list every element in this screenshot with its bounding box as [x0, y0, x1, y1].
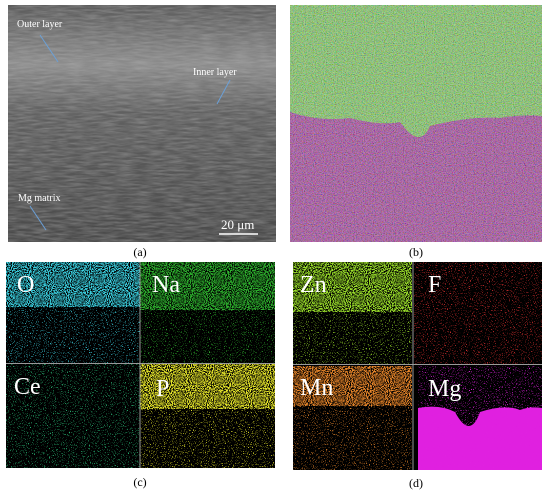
overlay-map — [290, 5, 542, 242]
panel-label: (b) — [409, 245, 423, 259]
element-label: F — [428, 272, 441, 298]
map-grid: Zn F Mn Mg — [293, 262, 542, 470]
panel-label: (c) — [133, 475, 146, 489]
panel-label: (a) — [133, 245, 146, 259]
sem-image: Outer layer Inner layer Mg matrix 20 μm — [8, 5, 276, 242]
annotation: Outer layer — [17, 19, 63, 30]
panel-label: (d) — [409, 476, 423, 490]
scale-bar-label: 20 μm — [221, 217, 254, 232]
element-label: P — [156, 376, 169, 402]
element-label: O — [17, 272, 34, 298]
element-label: Zn — [300, 272, 327, 298]
annotation: Mg matrix — [18, 193, 61, 204]
element-label: Mn — [300, 375, 333, 401]
element-label: Mg — [428, 376, 461, 402]
element-label: Ce — [14, 374, 41, 400]
map-grid: O Na Ce P — [6, 262, 275, 468]
element-label: Na — [152, 272, 180, 298]
annotation: Inner layer — [193, 67, 237, 78]
